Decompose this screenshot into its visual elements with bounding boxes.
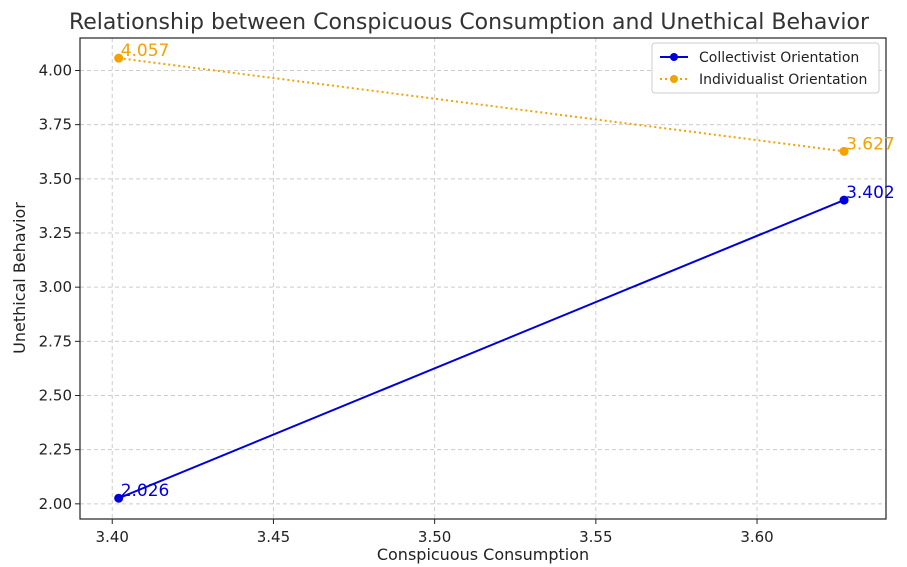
collectivist-series-line [118, 199, 845, 500]
y-tick-label: 2.00 [39, 495, 72, 513]
collectivist-point [114, 493, 124, 503]
legend: Collectivist Orientation Individualist O… [651, 42, 880, 94]
collectivist-data-label: 3.402 [846, 183, 895, 203]
y-tick-label: 2.25 [39, 441, 72, 459]
y-tick-label: 3.50 [39, 170, 72, 188]
x-axis: 3.40 3.45 3.50 3.55 3.60 [96, 519, 774, 546]
x-tick-label: 3.50 [418, 528, 451, 546]
y-axis: 2.00 2.25 2.50 2.75 3.00 3.25 3.50 3.75 4.00 [39, 62, 80, 513]
x-tick-label: 3.60 [740, 528, 773, 546]
x-axis-label: Conspicuous Consumption [377, 545, 589, 564]
y-tick-label: 3.00 [39, 278, 72, 296]
collectivist-data-label: 2.026 [121, 481, 170, 501]
individualist-data-label: 4.057 [121, 41, 170, 61]
series-layer: 2.026 3.402 4.057 3.627 [114, 41, 895, 503]
y-tick-label: 3.25 [39, 224, 72, 242]
chart-title: Relationship between Conspicuous Consump… [69, 10, 870, 35]
individualist-point [839, 146, 849, 156]
x-tick-label: 3.45 [257, 528, 290, 546]
collectivist-point [839, 195, 849, 205]
legend-collectivist-marker [670, 53, 678, 61]
y-axis-label: Unethical Behavior [10, 202, 29, 354]
legend-box [651, 42, 880, 94]
individualist-point [114, 53, 124, 63]
y-tick-label: 2.50 [39, 387, 72, 405]
plot-area-frame [79, 37, 887, 520]
y-tick-label: 3.75 [39, 116, 72, 134]
y-tick-label: 4.00 [39, 62, 72, 80]
legend-collectivist-label: Collectivist Orientation [699, 50, 859, 66]
x-tick-label: 3.40 [96, 528, 129, 546]
legend-individualist-marker [670, 75, 678, 83]
individualist-data-label: 3.627 [846, 134, 895, 154]
individualist-series-line [118, 57, 845, 153]
grid [80, 38, 886, 519]
legend-individualist-label: Individualist Orientation [699, 72, 867, 88]
y-tick-label: 2.75 [39, 332, 72, 350]
x-tick-label: 3.55 [579, 528, 612, 546]
